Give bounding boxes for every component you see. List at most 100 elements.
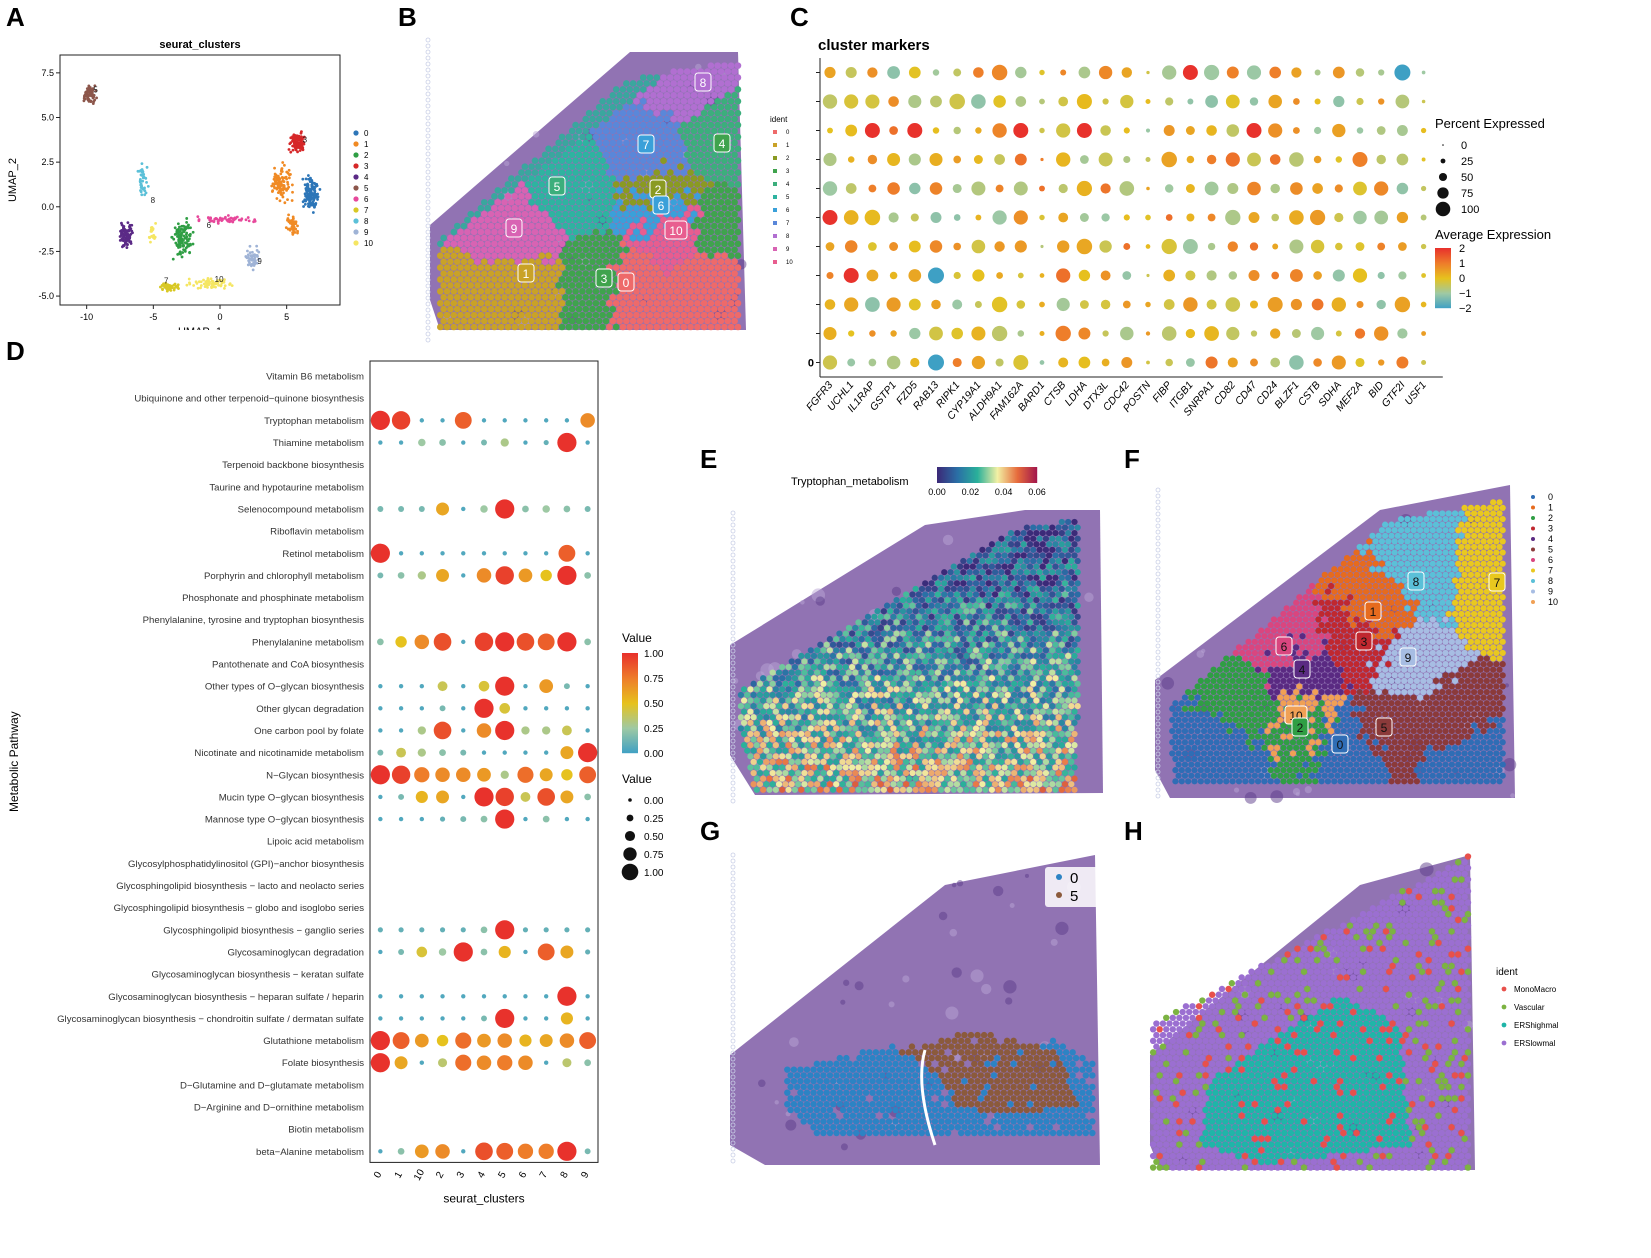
b-spot xyxy=(714,181,721,188)
b-spot xyxy=(731,103,738,111)
d-dot xyxy=(398,927,404,933)
e-spot xyxy=(782,703,789,710)
b-spot xyxy=(677,210,684,218)
d-size-legend-dot xyxy=(626,814,634,822)
d-xtick-label: 5 xyxy=(496,1170,509,1181)
b-spot xyxy=(717,222,725,230)
b-spot xyxy=(633,157,640,164)
b-spot xyxy=(552,311,559,319)
b-spot xyxy=(639,240,647,248)
c-dot xyxy=(1123,155,1131,164)
b-spot xyxy=(538,169,546,176)
b-spot xyxy=(704,139,711,147)
b-spot xyxy=(687,169,694,176)
e-spot xyxy=(849,675,856,682)
b-spot xyxy=(650,234,657,242)
e-spot xyxy=(823,697,830,704)
e-spot xyxy=(871,703,878,710)
e-spot xyxy=(1023,569,1030,576)
d-colorbar-strip xyxy=(622,711,638,713)
b-spot xyxy=(595,258,603,265)
b-cluster-label: 2 xyxy=(655,183,662,197)
b-spot xyxy=(443,299,451,307)
e-spot xyxy=(1065,697,1072,704)
b-spot xyxy=(521,198,529,206)
b-spot xyxy=(680,240,688,248)
b-spot xyxy=(612,193,620,200)
b-spot xyxy=(592,204,600,212)
e-spot xyxy=(1011,669,1018,676)
b-spot xyxy=(474,282,481,289)
c-dot xyxy=(1206,270,1217,281)
e-spot xyxy=(906,708,913,715)
b-spot xyxy=(548,305,556,313)
d-dot xyxy=(543,927,549,933)
e-spot xyxy=(931,663,938,671)
e-edge-spot xyxy=(730,756,736,762)
e-spot xyxy=(880,719,887,726)
b-spot xyxy=(612,157,620,164)
d-colorbar-strip xyxy=(622,732,638,734)
b-spot xyxy=(704,234,711,242)
c-dot xyxy=(844,240,858,253)
umap-point xyxy=(255,244,259,248)
e-spot xyxy=(947,647,954,654)
b-spot xyxy=(707,240,715,248)
b-spot xyxy=(497,204,505,212)
d-dot xyxy=(461,794,466,800)
d-ylabel: Metabolic Pathway xyxy=(7,711,21,812)
e-spot xyxy=(1055,669,1062,676)
d-dot xyxy=(477,1033,491,1048)
e-spot xyxy=(1007,675,1015,682)
e-spot xyxy=(931,641,938,648)
b-spot xyxy=(535,222,542,230)
d-dot xyxy=(523,1016,528,1021)
d-colorbar-strip xyxy=(622,701,638,703)
d-pathway-label: Phenylalanine, tyrosine and tryptophan b… xyxy=(143,615,365,626)
e-spot xyxy=(1036,546,1043,553)
e-spot xyxy=(931,675,938,682)
e-spot xyxy=(1065,663,1072,671)
e-colorbar-strip xyxy=(1007,467,1009,483)
b-spot xyxy=(589,258,596,265)
e-spot xyxy=(747,708,754,715)
umap-point xyxy=(172,283,176,287)
b-spot xyxy=(487,210,495,218)
e-spot xyxy=(950,563,957,570)
b-spot xyxy=(474,294,481,301)
e-spot xyxy=(906,596,913,604)
b-spot xyxy=(568,127,576,135)
b-spot xyxy=(660,109,667,117)
b-spot xyxy=(552,169,559,176)
e-spot xyxy=(874,608,881,615)
umap-point xyxy=(279,172,283,176)
e-spot xyxy=(1039,697,1046,704)
b-spot xyxy=(694,121,701,129)
e-spot xyxy=(1011,580,1018,587)
e-spot xyxy=(836,652,843,659)
e-spot xyxy=(1055,680,1062,687)
e-colorbar-strip xyxy=(1000,467,1002,483)
e-spot xyxy=(947,714,954,721)
e-spot xyxy=(753,686,760,693)
b-spot xyxy=(582,258,590,265)
b-spot xyxy=(687,145,694,153)
e-spot xyxy=(842,708,849,715)
e-spot xyxy=(1074,591,1081,598)
b-spot xyxy=(612,252,620,260)
d-colorbar-strip xyxy=(622,705,638,707)
e-spot xyxy=(991,557,999,565)
d-colorbar-strip xyxy=(622,706,638,708)
e-spot xyxy=(903,647,910,654)
e-spot xyxy=(1030,658,1037,665)
e-spot xyxy=(937,708,945,715)
e-spot xyxy=(909,624,916,632)
e-spot xyxy=(756,691,764,699)
b-spot xyxy=(558,264,566,271)
c-dot xyxy=(844,297,859,312)
e-spot xyxy=(966,602,973,609)
e-spot xyxy=(1014,574,1021,581)
b-spot xyxy=(606,252,613,260)
b-spot xyxy=(592,157,600,164)
